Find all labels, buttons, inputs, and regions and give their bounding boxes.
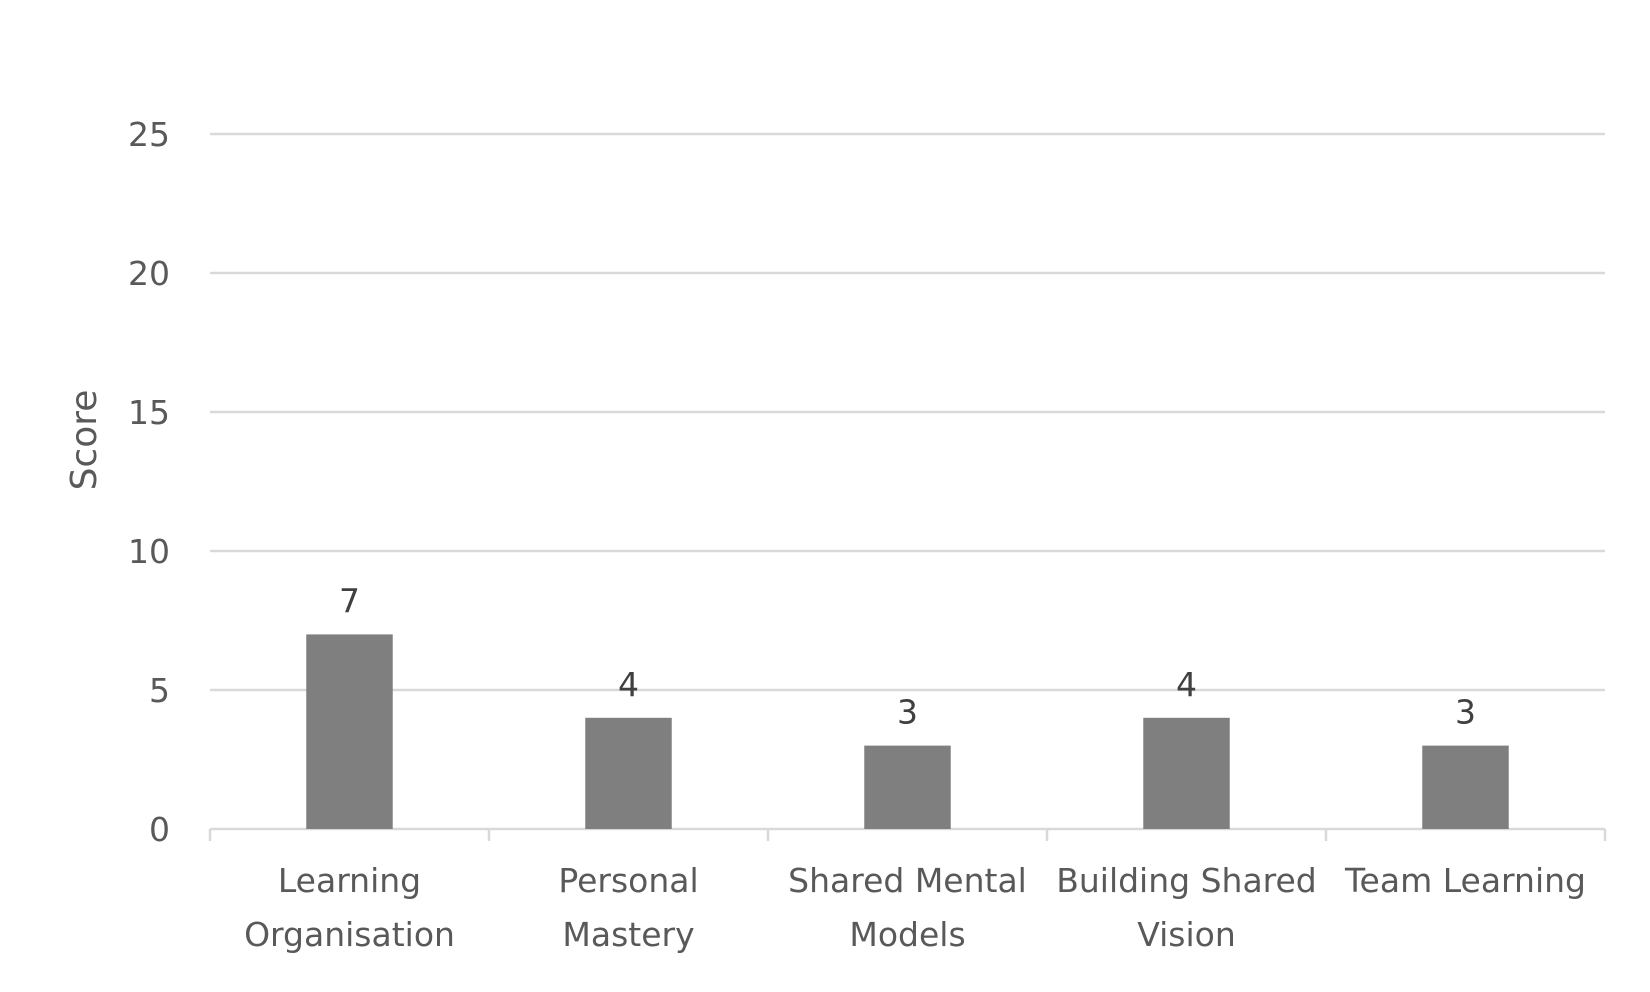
category-label: Vision <box>1137 915 1235 954</box>
category-label: Models <box>849 915 965 954</box>
data-label: 4 <box>1176 665 1197 704</box>
y-tick-label: 0 <box>149 810 170 849</box>
bar <box>306 634 393 829</box>
category-label: Organisation <box>244 915 455 954</box>
y-tick-label: 25 <box>128 115 170 154</box>
x-axis <box>208 827 1607 841</box>
y-tick-label: 20 <box>128 254 170 293</box>
bars <box>306 634 1509 829</box>
data-label: 3 <box>1455 693 1476 732</box>
bar <box>585 717 672 829</box>
bar <box>1143 717 1230 829</box>
data-label: 3 <box>897 693 918 732</box>
data-label: 7 <box>339 581 360 620</box>
y-tick-label: 5 <box>149 671 170 710</box>
category-label: Building Shared <box>1056 861 1317 900</box>
bar <box>1422 745 1509 829</box>
y-axis-title: Score <box>64 390 105 491</box>
category-label: Shared Mental <box>788 861 1027 900</box>
category-label: Learning <box>278 861 421 900</box>
data-label: 4 <box>618 665 639 704</box>
gridlines <box>210 132 1605 692</box>
category-label: Mastery <box>562 915 694 954</box>
y-tick-label: 15 <box>128 393 170 432</box>
labels: 0 5 10 15 20 25 7 Learning Organisation 4 Personal… <box>128 115 1586 954</box>
category-label: Team Learning <box>1344 861 1586 900</box>
y-tick-label: 10 <box>128 532 170 571</box>
category-label: Personal <box>558 861 698 900</box>
bar <box>864 745 951 829</box>
